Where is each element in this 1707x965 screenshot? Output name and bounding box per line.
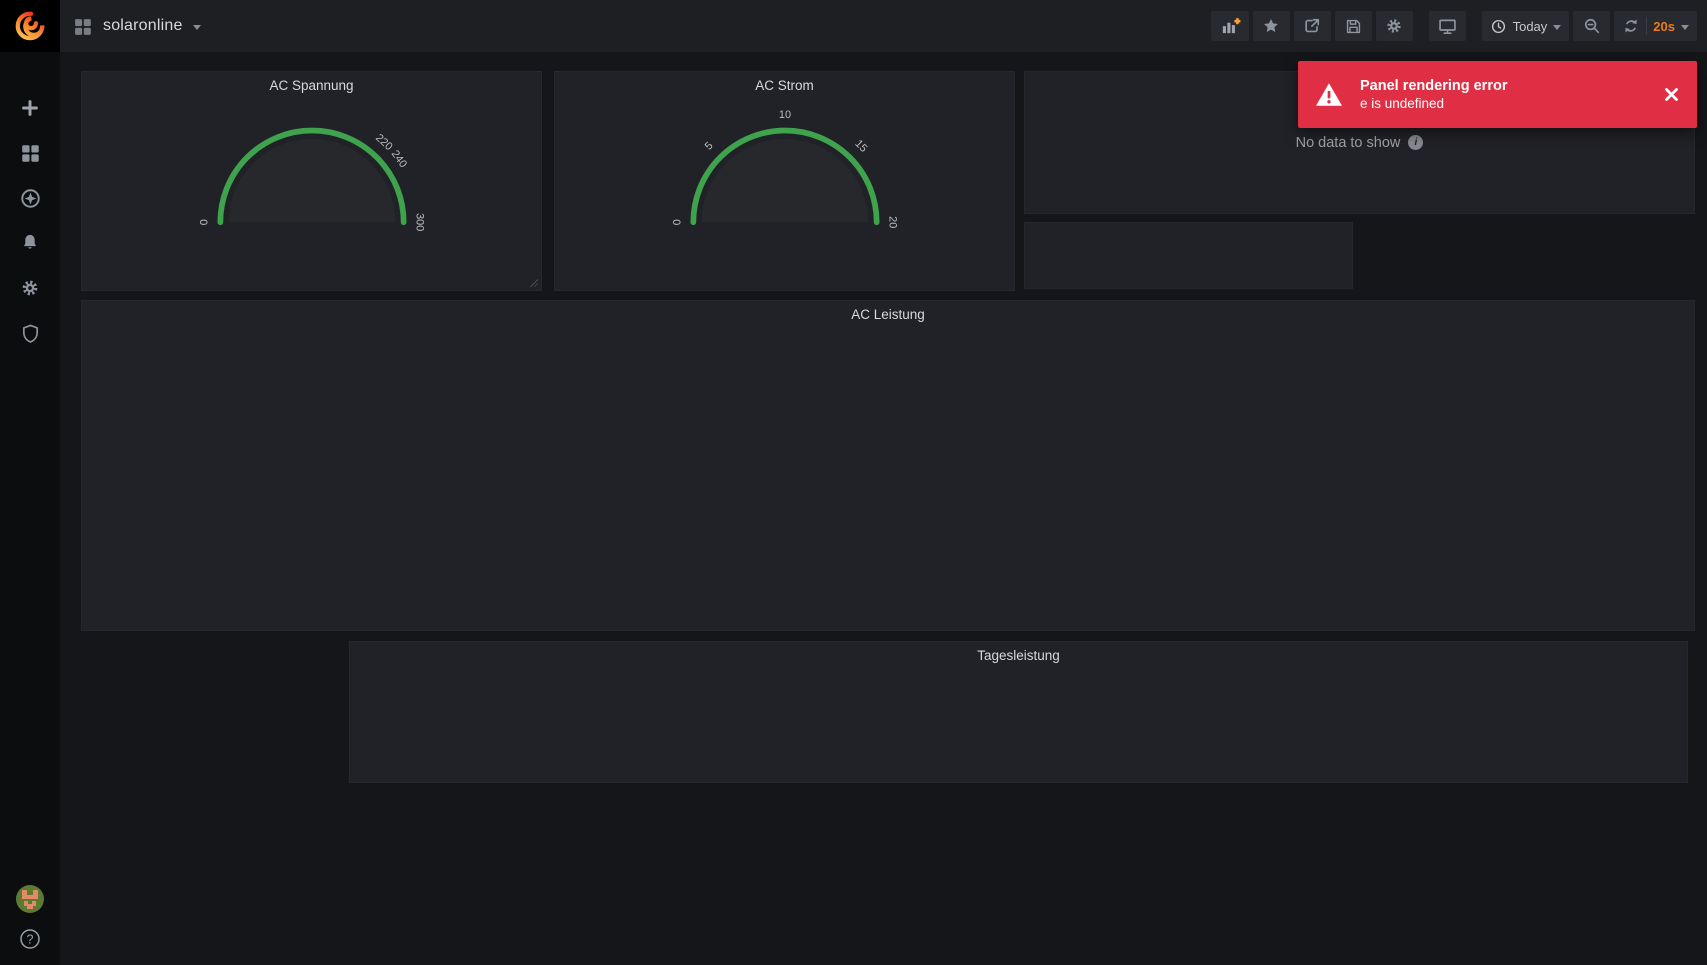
close-icon bbox=[1664, 88, 1678, 101]
panel-title[interactable]: AC Strom bbox=[755, 78, 814, 93]
compass-icon bbox=[20, 188, 40, 208]
sidebar-item-help[interactable]: ? bbox=[0, 927, 60, 951]
warning-triangle-icon bbox=[1298, 80, 1360, 110]
chevron-down-icon bbox=[1681, 24, 1689, 30]
gear-icon bbox=[22, 280, 38, 296]
sidebar-item-alerting[interactable] bbox=[0, 231, 60, 255]
dashboards-grid-icon bbox=[22, 145, 39, 162]
navbar-actions: Today 20s bbox=[1210, 11, 1697, 41]
toast-title: Panel rendering error bbox=[1360, 78, 1508, 94]
dashboard-settings-button[interactable] bbox=[1375, 11, 1413, 41]
help-icon: ? bbox=[20, 929, 40, 949]
grafana-logo-icon bbox=[15, 11, 45, 41]
sidebar-item-explore[interactable] bbox=[0, 186, 60, 210]
gauge-ac-strom: 0 5 10 15 20 bbox=[555, 99, 1014, 235]
error-toast: Panel rendering error e is undefined bbox=[1298, 61, 1697, 128]
divider bbox=[1646, 17, 1648, 35]
svg-text:220: 220 bbox=[373, 132, 395, 153]
panel-ac-spannung: AC Spannung 0 220 240 300 bbox=[81, 71, 542, 291]
bell-icon bbox=[23, 234, 37, 249]
sidebar-item-server-admin[interactable] bbox=[0, 321, 60, 345]
monitor-icon bbox=[1438, 19, 1456, 34]
grafana-logo[interactable] bbox=[0, 0, 60, 52]
star-icon bbox=[1264, 19, 1279, 32]
panel-ac-leistung: AC Leistung bbox=[81, 300, 1695, 631]
refresh-interval-label: 20s bbox=[1653, 18, 1675, 34]
navbar: solaronline bbox=[60, 0, 1707, 52]
chevron-down-icon bbox=[1553, 24, 1562, 30]
svg-text:20: 20 bbox=[886, 216, 898, 228]
no-data-text: No data to show bbox=[1295, 134, 1401, 151]
plus-icon bbox=[22, 100, 38, 116]
info-icon[interactable]: i bbox=[1408, 135, 1424, 150]
dashboard-title: solaronline bbox=[103, 17, 183, 34]
save-icon bbox=[1346, 19, 1360, 33]
add-panel-icon bbox=[1222, 18, 1241, 34]
toast-texts: Panel rendering error e is undefined bbox=[1360, 78, 1645, 111]
resize-handle[interactable] bbox=[530, 279, 538, 287]
panel-title[interactable]: Tagesleistung bbox=[977, 648, 1060, 663]
svg-text:?: ? bbox=[27, 932, 34, 946]
toast-close-button[interactable] bbox=[1645, 87, 1697, 102]
svg-text:240: 240 bbox=[388, 148, 408, 170]
gauge-svg: 0 5 10 15 20 bbox=[671, 109, 898, 228]
panel-small-untitled bbox=[1024, 222, 1353, 289]
toast-message: e is undefined bbox=[1360, 96, 1445, 111]
time-range-button[interactable]: Today bbox=[1481, 11, 1570, 41]
cycle-view-button[interactable] bbox=[1428, 11, 1466, 41]
shield-icon bbox=[22, 324, 38, 343]
sidebar-item-dashboards[interactable] bbox=[0, 141, 60, 165]
sidebar-item-add[interactable] bbox=[0, 96, 60, 120]
svg-text:0: 0 bbox=[671, 219, 683, 225]
star-button[interactable] bbox=[1252, 11, 1290, 41]
panel-tagesleistung: Tagesleistung bbox=[349, 641, 1688, 783]
share-button[interactable] bbox=[1293, 11, 1331, 41]
sidebar-item-configuration[interactable] bbox=[0, 276, 60, 300]
sidebar: ? bbox=[0, 0, 60, 965]
avatar bbox=[16, 885, 44, 913]
svg-text:15: 15 bbox=[852, 138, 869, 155]
panel-title[interactable]: AC Leistung bbox=[851, 307, 925, 322]
save-button[interactable] bbox=[1334, 11, 1372, 41]
zoom-out-icon bbox=[1584, 18, 1599, 34]
refresh-picker[interactable]: 20s bbox=[1614, 11, 1697, 41]
panel-title[interactable]: AC Spannung bbox=[269, 78, 354, 93]
svg-text:10: 10 bbox=[778, 109, 790, 121]
chevron-down-icon bbox=[192, 24, 201, 30]
svg-text:0: 0 bbox=[198, 219, 210, 225]
sidebar-item-profile[interactable] bbox=[0, 885, 60, 913]
gear-icon bbox=[1387, 19, 1401, 33]
gauge-ac-spannung: 0 220 240 300 bbox=[82, 99, 541, 235]
time-range-label: Today bbox=[1512, 18, 1548, 34]
panel-ac-strom: AC Strom 0 5 10 15 20 bbox=[554, 71, 1015, 291]
share-icon bbox=[1305, 18, 1320, 33]
clock-icon bbox=[1491, 19, 1505, 33]
dashboard-title-button[interactable]: solaronline bbox=[72, 0, 201, 52]
dashboard-grid-icon bbox=[75, 18, 91, 35]
add-panel-button[interactable] bbox=[1210, 11, 1249, 41]
svg-text:300: 300 bbox=[413, 213, 425, 231]
svg-text:5: 5 bbox=[702, 140, 715, 153]
refresh-icon bbox=[1625, 19, 1637, 33]
no-data-message: No data to show i bbox=[1025, 72, 1694, 213]
zoom-out-button[interactable] bbox=[1573, 11, 1611, 41]
